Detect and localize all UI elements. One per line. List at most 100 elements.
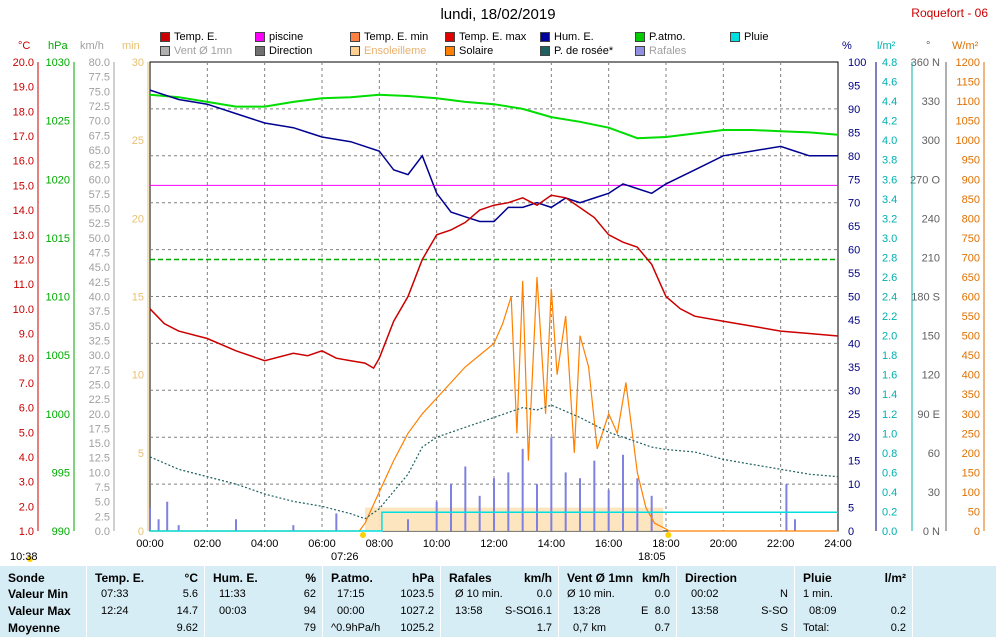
x-tick: 12:00 <box>480 538 508 550</box>
wind-axis-tick: 37.5 <box>89 306 110 318</box>
solar-axis-tick: 950 <box>962 155 980 167</box>
dir-axis-tick: 60 <box>928 448 940 460</box>
temp-axis-tick: 5.0 <box>19 427 34 439</box>
wind-axis-tick: 60.0 <box>89 174 110 186</box>
temp-axis-tick: 20.0 <box>13 57 34 69</box>
press-axis-tick: 1025 <box>46 116 70 128</box>
summary-col-dir: Direction 00:02 N 13:58 S-SO S <box>677 566 795 637</box>
dir-axis-tick: 30 <box>928 487 940 499</box>
legend-item-vent: Vent Ø 1mn <box>160 45 232 57</box>
temp-axis-tick: 8.0 <box>19 353 34 365</box>
temp-axis-tick: 14.0 <box>13 205 34 217</box>
summary-col-wind: Vent Ø 1mn km/h Ø 10 min. 0.0 13:28 E 8.… <box>559 566 677 637</box>
legend: Temp. E. piscine Temp. E. min Temp. E. m… <box>160 31 860 61</box>
rain-axis-tick: 1.4 <box>882 389 897 401</box>
legend-item-direction: Direction <box>255 45 312 57</box>
dir-axis-tick: 120 <box>922 370 940 382</box>
temp-axis-tick: 9.0 <box>19 329 34 341</box>
unit-press: hPa <box>48 40 68 52</box>
wind-axis-tick: 47.5 <box>89 248 110 260</box>
hum-axis-tick: 20 <box>848 432 860 444</box>
rain-axis-tick: 1.2 <box>882 409 897 421</box>
wind-axis-tick: 7.5 <box>95 482 110 494</box>
hum-axis-tick: 55 <box>848 268 860 280</box>
hum-axis-tick: 65 <box>848 221 860 233</box>
rain-axis-tick: 2.6 <box>882 272 897 284</box>
legend-item-pluie: Pluie <box>730 31 768 43</box>
hum-axis-tick: 0 <box>848 526 854 538</box>
rain-axis-tick: 1.8 <box>882 350 897 362</box>
hum-axis-tick: 35 <box>848 362 860 374</box>
wind-axis-tick: 45.0 <box>89 262 110 274</box>
hum-axis-tick: 45 <box>848 315 860 327</box>
temp-axis-tick: 2.0 <box>19 501 34 513</box>
legend-item-rosee: P. de rosée* <box>540 45 613 57</box>
sunrise-time: 07:26 <box>331 551 359 563</box>
temp-axis-tick: 3.0 <box>19 477 34 489</box>
dir-axis-tick: 180 S <box>911 292 940 304</box>
dir-axis-tick: 330 <box>922 96 940 108</box>
sun-axis-tick: 25 <box>132 135 144 147</box>
wind-axis-tick: 67.5 <box>89 130 110 142</box>
wind-axis-tick: 27.5 <box>89 365 110 377</box>
rosee-line <box>149 404 839 520</box>
rain-axis-tick: 3.6 <box>882 174 897 186</box>
dir-axis-tick: 360 N <box>911 57 940 69</box>
solar-axis-tick: 850 <box>962 194 980 206</box>
x-tick: 16:00 <box>595 538 623 550</box>
rain-axis-tick: 4.6 <box>882 77 897 89</box>
press-axis-tick: 1000 <box>46 409 70 421</box>
rain-axis-tick: 4.2 <box>882 116 897 128</box>
unit-solar: W/m² <box>952 40 979 52</box>
hum-axis-tick: 80 <box>848 151 860 163</box>
press-axis-tick: 1005 <box>46 350 70 362</box>
press-axis-tick: 990 <box>52 526 70 538</box>
x-tick: 20:00 <box>710 538 738 550</box>
unit-rain: l/m² <box>877 40 896 52</box>
sun-axis-tick: 20 <box>132 213 144 225</box>
solar-axis-tick: 750 <box>962 233 980 245</box>
sunset-marker <box>665 532 672 538</box>
unit-wind: km/h <box>80 40 104 52</box>
x-tick: 14:00 <box>538 538 566 550</box>
hum-axis-tick: 50 <box>848 292 860 304</box>
solar-axis-tick: 150 <box>962 467 980 479</box>
legend-item-solaire: Solaire <box>445 45 493 57</box>
patmo-line <box>149 93 839 140</box>
press-axis-tick: 1030 <box>46 57 70 69</box>
hum-axis-tick: 85 <box>848 127 860 139</box>
solar-axis-tick: 700 <box>962 252 980 264</box>
wind-axis-tick: 32.5 <box>89 335 110 347</box>
solar-axis-tick: 300 <box>962 409 980 421</box>
wind-axis-tick: 17.5 <box>89 423 110 435</box>
solar-axis-tick: 650 <box>962 272 980 284</box>
hum-axis-tick: 95 <box>848 80 860 92</box>
legend-item-temp-max: Temp. E. max <box>445 31 526 43</box>
wind-axis-tick: 12.5 <box>89 453 110 465</box>
wind-axis-tick: 10.0 <box>89 467 110 479</box>
x-tick: 02:00 <box>194 538 222 550</box>
solar-axis-tick: 450 <box>962 350 980 362</box>
sun-axis-tick: 5 <box>138 448 144 460</box>
sunrise-marker <box>359 532 366 538</box>
solar-axis-tick: 1200 <box>956 57 980 69</box>
x-tick: 18:00 <box>652 538 680 550</box>
pluie-line <box>150 511 838 532</box>
dir-axis-tick: 150 <box>922 331 940 343</box>
dir-axis-tick: 270 O <box>910 174 940 186</box>
rain-axis-tick: 4.4 <box>882 96 897 108</box>
legend-item-patmo: P.atmo. <box>635 31 686 43</box>
solar-axis-tick: 500 <box>962 331 980 343</box>
unit-sun: min <box>122 40 140 52</box>
x-tick: 00:00 <box>136 538 164 550</box>
dir-axis-tick: 90 E <box>917 409 940 421</box>
rain-axis-tick: 1.6 <box>882 370 897 382</box>
x-tick: 24:00 <box>824 538 852 550</box>
solar-axis-tick: 1100 <box>956 96 980 108</box>
dir-axis-tick: 300 <box>922 135 940 147</box>
summary-col-hum: Hum. E. % 11:33 62 00:03 94 79 <box>205 566 323 637</box>
summary-col-labels: Sonde Valeur Min Valeur Max Moyenne <box>0 566 87 637</box>
temp-axis-tick: 13.0 <box>13 230 34 242</box>
wind-axis-tick: 30.0 <box>89 350 110 362</box>
dir-axis-tick: 0 N <box>923 526 940 538</box>
